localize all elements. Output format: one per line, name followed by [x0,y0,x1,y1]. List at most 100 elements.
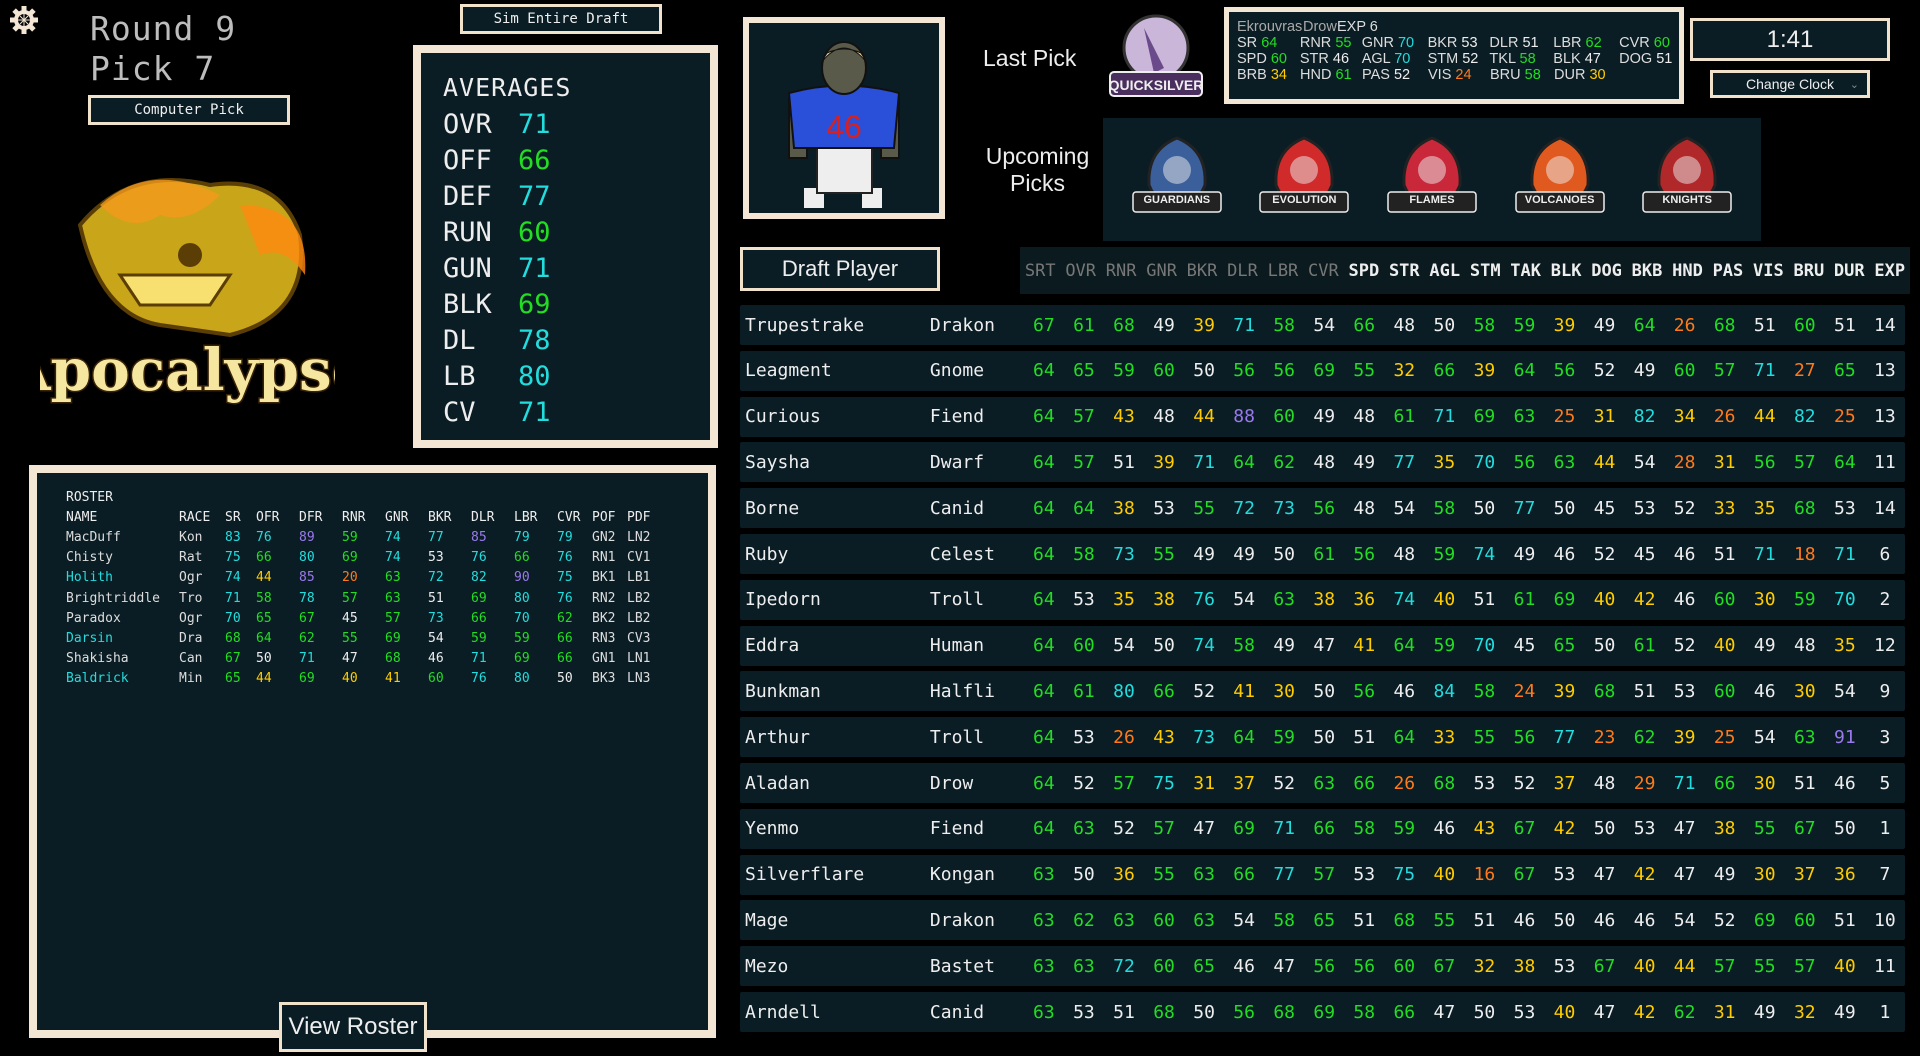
stat-value: 58 [1519,51,1536,67]
draft-prospect-row[interactable]: Mage Drakon 63 62 63 60 63 54 58 65 51 68 55 51 46 50 46… [740,900,1905,941]
draft-column-header[interactable]: PAS [1712,260,1744,281]
draft-column-header[interactable]: DOG [1591,260,1622,281]
roster-player-name[interactable]: Darsin [66,630,113,646]
roster-player-race: Ogr [179,570,203,586]
svg-text:Apocalypse: Apocalypse [40,336,335,404]
roster-player-name[interactable]: Chisty [66,550,113,566]
draft-column-header[interactable]: SRT [1024,260,1056,281]
roster-rating: 60 [428,671,444,687]
prospect-rating: 50 [1153,635,1175,657]
prospect-rating: 71 [1753,360,1776,382]
draft-prospect-row[interactable]: Arthur Troll 64 53 26 43 73 64 59 50 51 64 33 55 56 77 2… [740,717,1905,758]
draft-column-header[interactable]: EXP [1874,260,1906,281]
draft-column-header[interactable]: STM [1469,260,1501,281]
roster-row[interactable]: MacDuff Kon 83 76 89 59 74 77 85 79 79 GN2 LN2 [66,527,708,547]
draft-column-header[interactable]: TAK [1510,260,1542,281]
draft-prospect-row[interactable]: Eddra Human 64 60 54 50 74 58 49 47 41 64 59 70 45 65 50… [740,625,1905,666]
draft-column-header[interactable]: DLR [1227,260,1258,281]
prospect-rating: 47 [1673,818,1696,840]
draft-prospect-row[interactable]: Aladan Drow 64 52 57 75 31 37 52 63 66 26 68 53 52 37 48… [740,763,1905,803]
upcoming-team-logo[interactable]: GUARDIANS [1127,130,1227,230]
stat-label: CVR [1619,35,1650,51]
roster-player-name[interactable]: Baldrick [66,671,129,687]
roster-row[interactable]: Brightriddle Tro 71 58 78 57 63 51 69 80 76 RN2 LB2 [66,588,708,608]
prospect-rating: 25 [1553,406,1576,428]
draft-column-header[interactable]: AGL [1429,260,1461,281]
prospect-rating: 54 [1633,451,1656,473]
prospect-rating: 56 [1353,543,1376,565]
prospect-rating: 66 [1353,314,1376,336]
average-value: 71 [518,108,551,140]
roster-player-name[interactable]: Shakisha [66,651,129,667]
roster-row[interactable]: Paradox Ogr 70 65 67 45 57 73 66 70 62 BK2 LB2 [66,608,708,628]
stat-value: 60 [1270,51,1287,67]
prospect-rating: 64 [1033,497,1055,519]
prospect-rating: 64 [1633,314,1656,336]
prospect-rating: 25 [1833,406,1856,428]
draft-column-header[interactable]: BRU [1793,260,1825,281]
gear-icon[interactable] [8,4,40,36]
prospect-rating: 57 [1113,772,1135,794]
draft-column-header[interactable]: BKR [1186,260,1218,281]
draft-column-header[interactable]: DUR [1833,260,1865,281]
view-roster-button[interactable]: View Roster [279,1002,427,1052]
prospect-rating: 58 [1273,909,1296,931]
prospect-rating: 50 [1193,1001,1215,1023]
prospect-rating: 63 [1313,772,1336,794]
roster-player-name[interactable]: MacDuff [66,529,121,545]
draft-prospect-row[interactable]: Ipedorn Troll 64 53 35 38 76 54 63 38 36 74 40 51 61 69… [740,579,1905,620]
draft-column-header[interactable]: BLK [1550,260,1582,281]
draft-prospect-row[interactable]: Saysha Dwarf 64 57 51 39 71 64 62 48 49 77 35 70 56 63 4… [740,442,1905,483]
draft-column-header[interactable]: VIS [1753,260,1784,281]
roster-row[interactable]: Baldrick Min 65 44 69 40 41 60 76 80 50 BK3 LN3 [66,669,708,689]
upcoming-team-logo[interactable]: FLAMES [1382,130,1482,230]
roster-row[interactable]: Holith Ogr 74 44 85 20 63 72 82 90 75 BK1 LB1 [66,568,708,588]
draft-prospect-row[interactable]: Borne Canid 64 64 38 53 55 72 73 56 48 54 58 50 77 50 45… [740,488,1905,529]
draft-prospect-row[interactable]: Silverflare Kongan 63 50 36 55 63 66 77 57 53 75 40 1… [740,854,1905,895]
prospect-rating: 39 [1673,726,1696,748]
roster-rating: 63 [385,590,401,606]
prospect-rating: 49 [1353,451,1376,473]
roster-row[interactable]: Darsin Dra 68 64 62 55 69 54 59 59 66 RN3 CV3 [66,628,708,648]
draft-prospect-row[interactable]: Bunkman Halfli 64 61 80 66 52 41 30 50 56 46 84 58 24 3… [740,671,1905,712]
draft-column-header[interactable]: STR [1388,260,1420,281]
prospect-rating: 63 [1073,955,1095,977]
draft-prospect-row[interactable]: Leagment Gnome 64 65 59 60 50 56 56 69 55 32 66 39 64 5… [740,350,1905,391]
prospect-rating: 52 [1113,818,1135,840]
draft-column-header[interactable]: RNR [1105,260,1137,281]
sim-entire-draft-button[interactable]: Sim Entire Draft [460,4,662,34]
computer-pick-button[interactable]: Computer Pick [88,95,290,125]
roster-pdf: LB1 [627,570,651,586]
change-clock-dropdown[interactable]: Change Clock ⌄ [1710,70,1870,98]
round-label: Round 9 [90,9,237,48]
draft-column-header[interactable]: HND [1672,260,1703,281]
roster-row[interactable]: Chisty Rat 75 66 80 69 74 53 76 66 76 RN1 CV1 [66,548,708,568]
prospect-rating: 30 [1753,589,1776,611]
prospect-rating: 56 [1233,1001,1255,1023]
draft-prospect-row[interactable]: Curious Fiend 64 57 43 48 44 88 60 49 48 61 71 69 63 25… [740,396,1905,437]
draft-column-header[interactable]: BKB [1631,260,1663,281]
draft-prospect-row[interactable]: Trupestrake Drakon 67 61 68 49 39 71 58 54 66 48 50 5… [740,305,1905,345]
roster-player-name[interactable]: Holith [66,570,113,586]
draft-column-header[interactable]: CVR [1308,260,1339,281]
draft-prospect-row[interactable]: Ruby Celest 64 58 73 55 49 49 50 61 56 48 59 74 49 46 52… [740,534,1905,574]
draft-column-header[interactable]: LBR [1267,260,1299,281]
draft-prospect-row[interactable]: Yenmo Fiend 64 63 52 57 47 69 71 66 58 59 46 43 67 42 50… [740,808,1905,849]
draft-column-header[interactable]: GNR [1146,260,1177,281]
roster-player-name[interactable]: Brightriddle [66,590,160,606]
prospect-rating: 47 [1593,864,1616,886]
upcoming-team-logo[interactable]: EVOLUTION [1254,130,1354,230]
draft-prospect-row[interactable]: Mezo Bastet 63 63 72 60 65 46 47 56 56 60 67 32 38 53 67… [740,946,1905,987]
upcoming-team-logo[interactable]: KNIGHTS [1637,130,1737,230]
stat-label: DOG [1619,51,1653,67]
upcoming-team-logo[interactable]: VOLCANOES [1510,130,1610,230]
roster-row[interactable]: Shakisha Can 67 50 71 47 68 46 71 69 66 GN1 LN1 [66,649,708,669]
prospect-rating: 63 [1033,909,1055,931]
draft-column-header[interactable]: OVR [1065,260,1097,281]
roster-player-name[interactable]: Paradox [66,610,121,626]
draft-prospect-row[interactable]: Arndell Canid 63 53 51 68 50 56 68 69 58 66 47 50 53 40… [740,992,1905,1032]
draft-player-button[interactable]: Draft Player [740,247,940,291]
prospect-rating: 69 [1473,406,1496,428]
prospect-rating: 72 [1113,955,1135,977]
draft-column-header[interactable]: SPD [1348,260,1380,281]
